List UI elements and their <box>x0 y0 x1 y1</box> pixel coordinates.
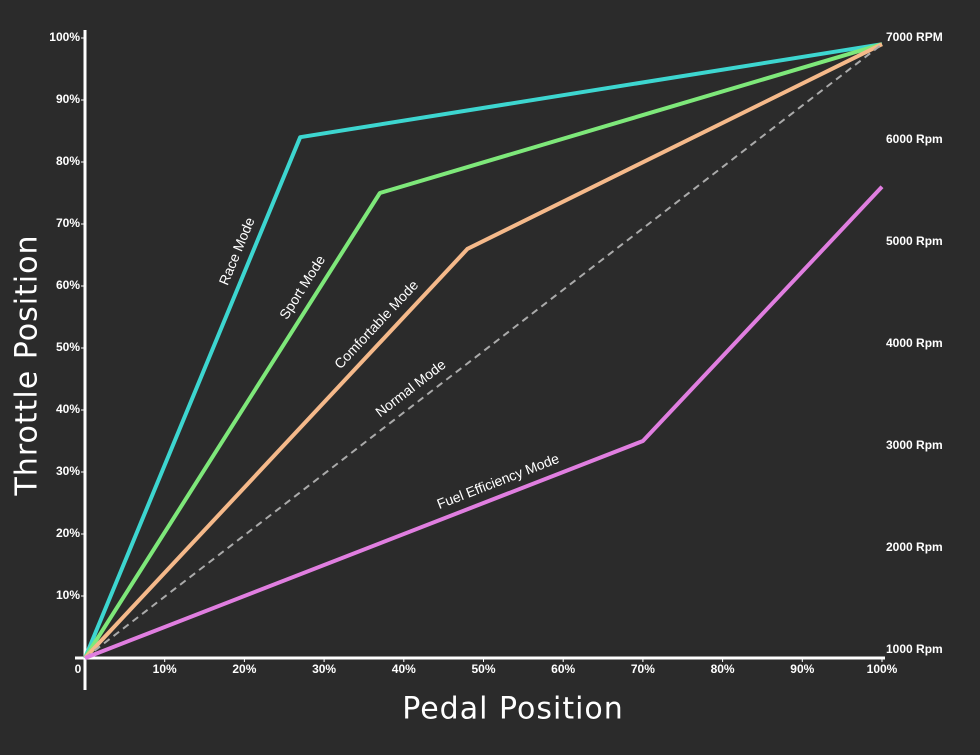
y-axis-title: Throttle Position <box>10 234 45 496</box>
x-tick-label: 90% <box>790 662 814 676</box>
y-tick-label: 10% <box>56 588 80 602</box>
x-tick-label: 50% <box>471 662 495 676</box>
y-tick-label: 80% <box>56 154 80 168</box>
x-tick-label: 40% <box>392 662 416 676</box>
x-tick-label: 80% <box>711 662 735 676</box>
y-tick-label: 50% <box>56 340 80 354</box>
x-tick-label: 20% <box>232 662 256 676</box>
y2-tick-label: 3000 Rpm <box>886 438 943 452</box>
y2-tick-label: 2000 Rpm <box>886 540 943 554</box>
y2-tick-label: 5000 Rpm <box>886 234 943 248</box>
y-tick-label: 20% <box>56 526 80 540</box>
series-line <box>83 42 883 659</box>
y2-tick-label: 1000 Rpm <box>886 642 943 656</box>
y-tick-label: 100% <box>49 30 80 44</box>
y2-tick-label: 4000 Rpm <box>886 336 943 350</box>
y-tick-label: 90% <box>56 92 80 106</box>
series-line <box>84 185 884 660</box>
y2-tick-label: 6000 Rpm <box>886 132 943 146</box>
x-tick-label: 100% <box>867 662 898 676</box>
y2-tick-label: 7000 RPM <box>886 30 943 44</box>
y-tick-label: 60% <box>56 278 80 292</box>
y-tick-label: 70% <box>56 216 80 230</box>
y-tick-label: 40% <box>56 402 80 416</box>
x-tick-label: 70% <box>631 662 655 676</box>
x-axis-title: Pedal Position <box>402 692 624 727</box>
series-line <box>83 42 883 660</box>
x-tick-label: 30% <box>312 662 336 676</box>
series-line <box>83 42 883 660</box>
x-tick-label: 10% <box>153 662 177 676</box>
y-tick-label: 30% <box>56 464 80 478</box>
x-tick-label: 0 <box>75 662 82 676</box>
x-tick-label: 60% <box>551 662 575 676</box>
